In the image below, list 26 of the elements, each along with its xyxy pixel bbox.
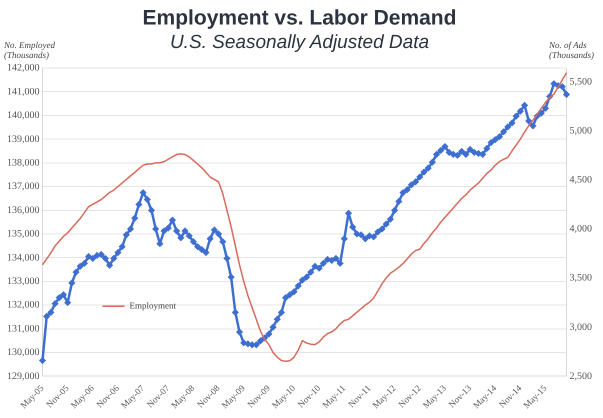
y-tick-label: 138,000 [7, 157, 40, 168]
y-tick-label: 135,000 [7, 228, 40, 240]
y-tick-label: 132,000 [7, 300, 40, 311]
y-tick-label: 136,000 [7, 204, 40, 216]
y2-tick-label: 3,500 [570, 272, 592, 284]
y-tick-label: 133,000 [7, 276, 40, 288]
chart-subtitle: U.S. Seasonally Adjusted Data [170, 32, 430, 53]
y-tick-label: 140,000 [7, 110, 40, 122]
y-tick-label: 141,000 [7, 86, 40, 98]
y-tick-label: 142,000 [7, 62, 40, 74]
y2-tick-label: 5,000 [570, 125, 592, 136]
y2-tick-label: 4,500 [570, 174, 592, 186]
y-tick-label: 134,000 [7, 252, 40, 264]
y2-tick-label: 5,500 [570, 76, 592, 88]
y2-tick-label: 3,000 [570, 322, 592, 333]
chart-title: Employment vs. Labor Demand [142, 6, 456, 30]
y2-axis-title: No. of Ads (Thousands) [549, 40, 596, 60]
y2-tick-label: 2,500 [570, 370, 592, 382]
y-tick-label: 129,000 [7, 370, 40, 382]
y-axis-title: No. Employed (Thousands) [4, 40, 56, 60]
y-tick-label: 130,000 [7, 347, 40, 358]
y2-tick-label: 4,000 [570, 224, 592, 235]
y-tick-label: 131,000 [7, 323, 40, 334]
legend-label: Employment [130, 300, 176, 311]
y-tick-label: 137,000 [7, 181, 40, 192]
y-tick-label: 139,000 [7, 134, 40, 145]
